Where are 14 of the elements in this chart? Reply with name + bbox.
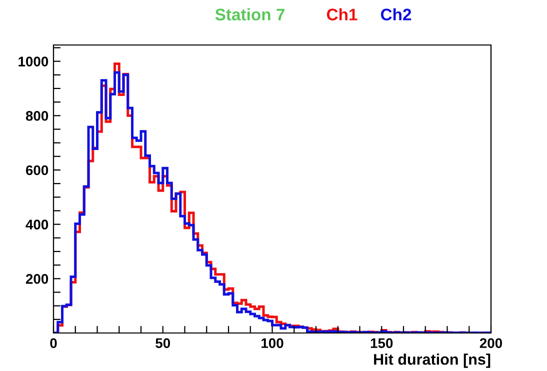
- y-tick-label: 600: [26, 165, 48, 176]
- x-tick-label: 0: [50, 338, 57, 348]
- x-axis-title: Hit duration [ns]: [374, 354, 490, 368]
- y-tick-label: 200: [26, 274, 48, 284]
- text: Ch2: [380, 8, 412, 20]
- x-tick-label: 200: [480, 338, 502, 348]
- chart-title: Station 7: [215, 8, 284, 20]
- y-tick-label: 1000: [18, 56, 48, 66]
- x-tick-label: 100: [262, 338, 284, 348]
- x-tick-label: 150: [370, 338, 393, 348]
- text: Ch1: [326, 8, 358, 20]
- y-tick-label: 400: [26, 220, 48, 230]
- y-tick-label: 800: [26, 110, 48, 121]
- x-tick-label: 50: [156, 338, 170, 348]
